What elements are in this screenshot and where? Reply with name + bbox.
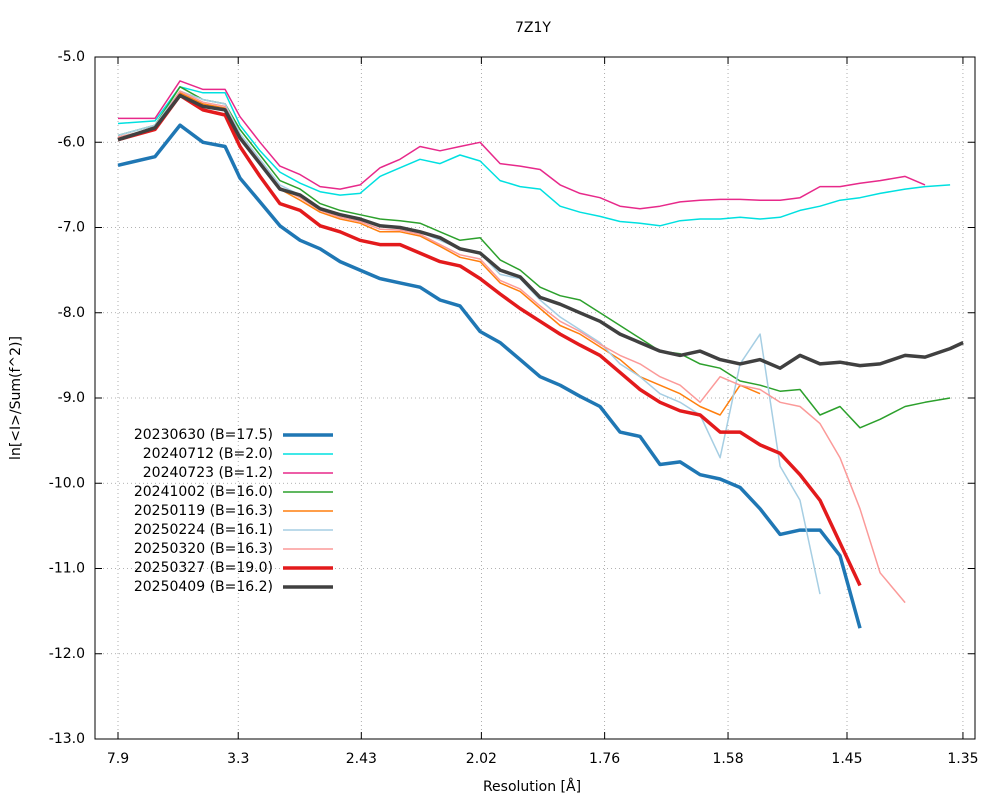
x-axis-label: Resolution [Å] bbox=[483, 778, 581, 795]
y-tick-label: -12.0 bbox=[49, 646, 85, 662]
x-tick-label: 2.43 bbox=[346, 751, 377, 767]
legend-label: 20250119 (B=16.3) bbox=[134, 503, 273, 519]
legend-label: 20240723 (B=1.2) bbox=[143, 465, 273, 481]
legend-label: 20241002 (B=16.0) bbox=[134, 484, 273, 500]
series-line bbox=[117, 86, 951, 227]
y-axis-label: ln[<I>/Sum(f^2)] bbox=[8, 336, 24, 460]
y-tick-label: -7.0 bbox=[58, 220, 85, 236]
y-tick-label: -13.0 bbox=[49, 731, 85, 747]
x-tick-label: 1.76 bbox=[589, 751, 620, 767]
legend-label: 20250224 (B=16.1) bbox=[134, 522, 273, 538]
legend-label: 20250327 (B=19.0) bbox=[134, 560, 273, 576]
series-line bbox=[117, 123, 862, 629]
series-line bbox=[118, 80, 926, 210]
plot-frame bbox=[94, 56, 976, 740]
x-tick-label: 3.3 bbox=[227, 751, 249, 767]
legend: 20230630 (B=17.5) 20240712 (B=2.0) 2024072… bbox=[134, 427, 333, 595]
y-tick-label: -8.0 bbox=[58, 305, 85, 321]
x-tick-label: 2.02 bbox=[466, 751, 497, 767]
legend-label: 20250320 (B=16.3) bbox=[134, 541, 273, 557]
chart-title: 7Z1Y bbox=[515, 20, 551, 36]
legend-label: 20230630 (B=17.5) bbox=[134, 427, 273, 443]
x-tick-label: 1.35 bbox=[947, 751, 978, 767]
x-tick-label: 7.9 bbox=[107, 751, 129, 767]
series-line bbox=[117, 86, 951, 429]
y-tick-label: -11.0 bbox=[49, 561, 85, 577]
plot-lines bbox=[117, 80, 964, 629]
x-tick-label: 1.58 bbox=[712, 751, 743, 767]
legend-label: 20250409 (B=16.2) bbox=[134, 579, 273, 595]
legend-label: 20240712 (B=2.0) bbox=[143, 446, 273, 462]
y-tick-label: -10.0 bbox=[49, 475, 85, 491]
series-line bbox=[117, 93, 964, 370]
y-tick-label: -5.0 bbox=[58, 49, 85, 65]
x-tick-label: 1.45 bbox=[831, 751, 862, 767]
y-tick-label: -6.0 bbox=[58, 134, 85, 150]
y-tick-label: -9.0 bbox=[58, 390, 85, 406]
series-line bbox=[117, 93, 862, 587]
